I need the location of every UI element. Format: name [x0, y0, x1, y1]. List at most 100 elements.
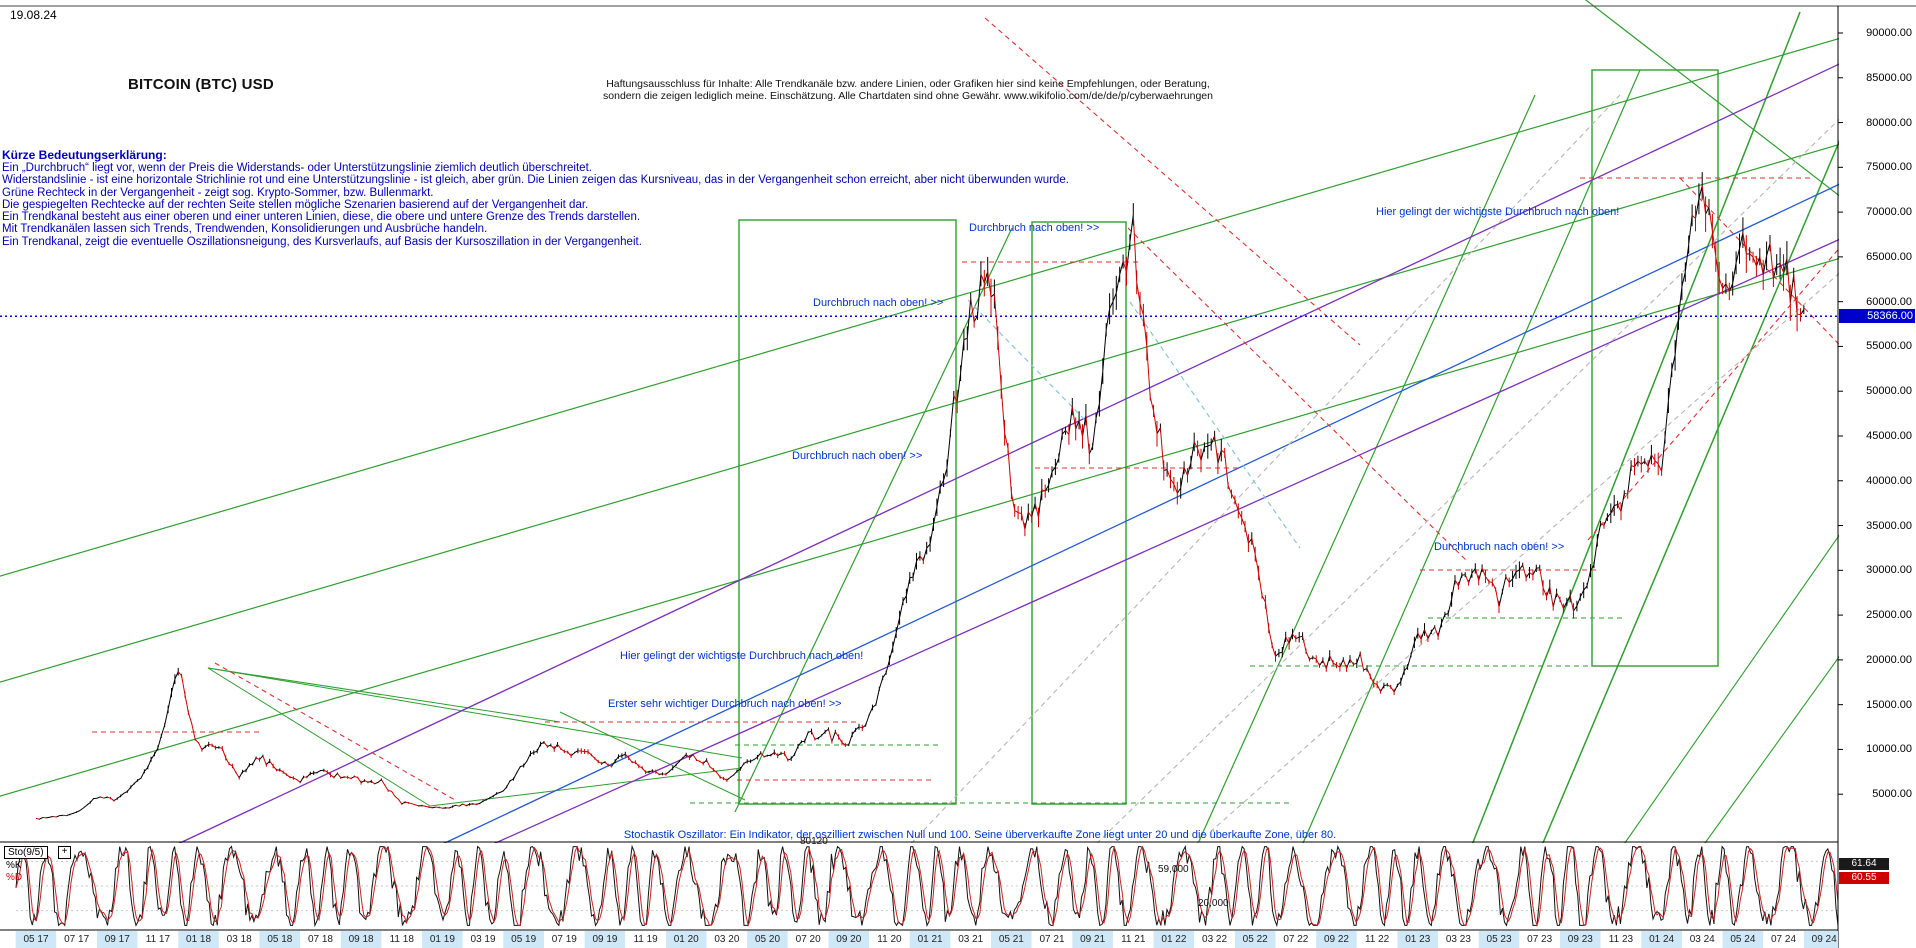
- time-axis-band: [1397, 931, 1439, 948]
- date-label: 09 18: [348, 934, 374, 945]
- date-label: 09 24: [1811, 934, 1837, 945]
- disclaimer-line-2: sondern die zeigen lediglich meine. Eins…: [603, 90, 1213, 102]
- date-label: 03 20: [714, 934, 740, 945]
- explanation-line: Ein Trendkanal, zeigt die eventuelle Osz…: [2, 235, 642, 248]
- date-label: 03 19: [470, 934, 496, 945]
- k-series-label: %K: [6, 860, 22, 871]
- trendline: [1127, 227, 1469, 563]
- time-axis-band: [1316, 931, 1357, 948]
- price-tick: 90000.00: [1866, 27, 1912, 39]
- time-axis-band: [950, 931, 992, 948]
- trendline: [429, 147, 1916, 851]
- date-label: 09 17: [104, 934, 130, 945]
- date-label: 05 20: [755, 934, 781, 945]
- date-label: 03 18: [226, 934, 252, 945]
- current-price-tag: 58366.00: [1839, 309, 1915, 324]
- price-tick: 65000.00: [1866, 250, 1912, 263]
- price-series-up: [39, 172, 1805, 820]
- price-tick: 35000.00: [1866, 519, 1912, 532]
- legend-explanation: Kürze Bedeutungserklärung: Ein „Durchbru…: [2, 149, 1069, 248]
- in-chart-label: 80120: [800, 836, 828, 847]
- date-label: 07 21: [1039, 934, 1065, 945]
- trendline: [559, 711, 746, 801]
- date-label: 07 24: [1771, 934, 1797, 945]
- date-label: 05 24: [1730, 934, 1756, 945]
- date-label: 05 18: [267, 934, 293, 945]
- k-value-tag: 61.64: [1839, 858, 1889, 870]
- annotation-text: Hier gelingt der wichtigste Durchbruch n…: [620, 650, 864, 662]
- time-axis-band: [747, 931, 788, 948]
- time-axis-band: [1112, 931, 1154, 948]
- explanation-lines: Ein „Durchbruch“ liegt vor, wenn der Pre…: [2, 162, 1069, 248]
- time-axis-band: [1234, 931, 1276, 948]
- trendline: [904, 94, 1621, 851]
- trendline: [1679, 177, 1916, 426]
- date-label: 01 21: [917, 934, 943, 945]
- trendline: [984, 17, 1361, 346]
- trendline: [1469, 11, 1801, 851]
- time-axis-band: [909, 931, 951, 948]
- trendline: [0, 121, 1916, 683]
- time-axis-band: [1519, 931, 1560, 948]
- date-label: 03 22: [1202, 934, 1228, 945]
- annotation-text: Durchbruch nach oben! >>: [792, 450, 923, 462]
- time-axis-band: [178, 931, 219, 948]
- page-title: BITCOIN (BTC) USD: [128, 76, 274, 93]
- price-tick: 30000.00: [1866, 564, 1912, 577]
- trendline: [0, 235, 1916, 797]
- trendline: [1194, 94, 1536, 851]
- time-axis-band: [584, 931, 626, 948]
- date-label: 11 19: [633, 934, 658, 945]
- time-axis-band: [56, 931, 97, 948]
- time-axis-band: [1031, 931, 1073, 948]
- trendline: [0, 15, 1916, 577]
- time-axis-band: [1478, 931, 1520, 948]
- date-label: 11 21: [1121, 934, 1146, 945]
- explanation-heading: Kürze Bedeutungserklärung:: [2, 148, 167, 162]
- scenario-box: [1031, 221, 1127, 805]
- time-axis-band: [15, 931, 57, 948]
- price-tick: 75000.00: [1866, 161, 1912, 174]
- explanation-line: Ein „Durchbruch“ liegt vor, wenn der Pre…: [2, 162, 592, 174]
- oscillator-note: Stochastik Oszillator: Ein Indikator, de…: [623, 829, 1337, 841]
- time-axis-band: [259, 931, 301, 948]
- disclaimer-line-1: Haftungsausschluss für Inhalte: Alle Tre…: [606, 78, 1210, 90]
- date-label: 05 23: [1486, 934, 1512, 945]
- annotation-text: Durchbruch nach oben! >>: [969, 222, 1100, 234]
- date-label: 01 23: [1405, 934, 1431, 945]
- time-axis-band: [1763, 931, 1804, 948]
- time-axis-band: [137, 931, 179, 948]
- date-label: 11 22: [1364, 934, 1390, 945]
- time-axis-band: [706, 931, 748, 948]
- explanation-line: Ein Trendkanal besteht aus einer oberen …: [2, 211, 641, 224]
- time-axis-band: [1681, 931, 1723, 948]
- price-tick: 50000.00: [1866, 385, 1912, 398]
- in-chart-label: 59,000: [1158, 864, 1189, 875]
- date-label: 03 23: [1445, 934, 1471, 945]
- time-axis-band: [1194, 931, 1235, 948]
- disclaimer-text: Haftungsausschluss für Inhalte: Alle Tre…: [568, 78, 1248, 102]
- trendline: [164, 27, 1916, 851]
- trendline: [967, 299, 1086, 421]
- trendline: [207, 667, 561, 723]
- date-label: 09 21: [1080, 934, 1106, 945]
- time-axis-band: [991, 931, 1032, 948]
- date-label: 07 17: [64, 934, 90, 945]
- oscillator-toggle-button[interactable]: +: [58, 846, 71, 859]
- time-axis-band: [1275, 931, 1317, 948]
- time-axis-band: [340, 931, 382, 948]
- date-label: 05 22: [1242, 934, 1268, 945]
- time-axis-band: [96, 931, 138, 948]
- price-tick: 10000.00: [1866, 743, 1912, 756]
- scenario-box: [1591, 69, 1719, 667]
- oscillator-indicator-label[interactable]: Sto(9/5): [4, 846, 48, 859]
- time-axis-band: [1600, 931, 1642, 948]
- date-label: 01 22: [1161, 934, 1187, 945]
- date-label: 09 19: [592, 934, 618, 945]
- time-axis-band: [787, 931, 829, 948]
- date-label: 01 18: [186, 934, 212, 945]
- date-label: 05 19: [511, 934, 537, 945]
- price-tick: 45000.00: [1866, 429, 1912, 442]
- trendline: [1539, 44, 1881, 851]
